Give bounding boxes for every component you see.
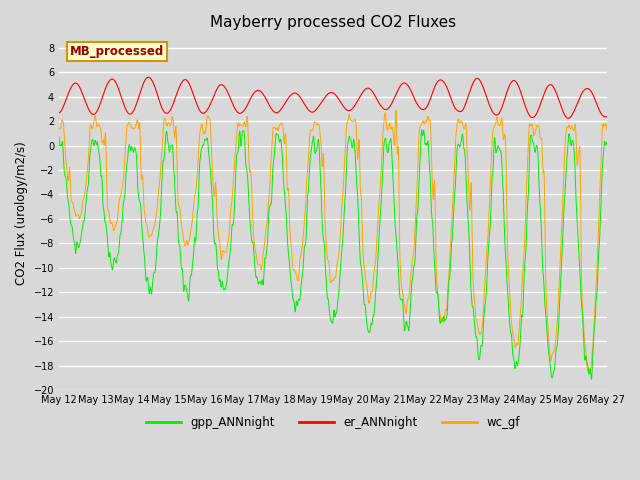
Title: Mayberry processed CO2 Fluxes: Mayberry processed CO2 Fluxes: [210, 15, 456, 30]
Text: MB_processed: MB_processed: [70, 45, 164, 58]
Legend: gpp_ANNnight, er_ANNnight, wc_gf: gpp_ANNnight, er_ANNnight, wc_gf: [141, 412, 525, 434]
Y-axis label: CO2 Flux (urology/m2/s): CO2 Flux (urology/m2/s): [15, 141, 28, 285]
